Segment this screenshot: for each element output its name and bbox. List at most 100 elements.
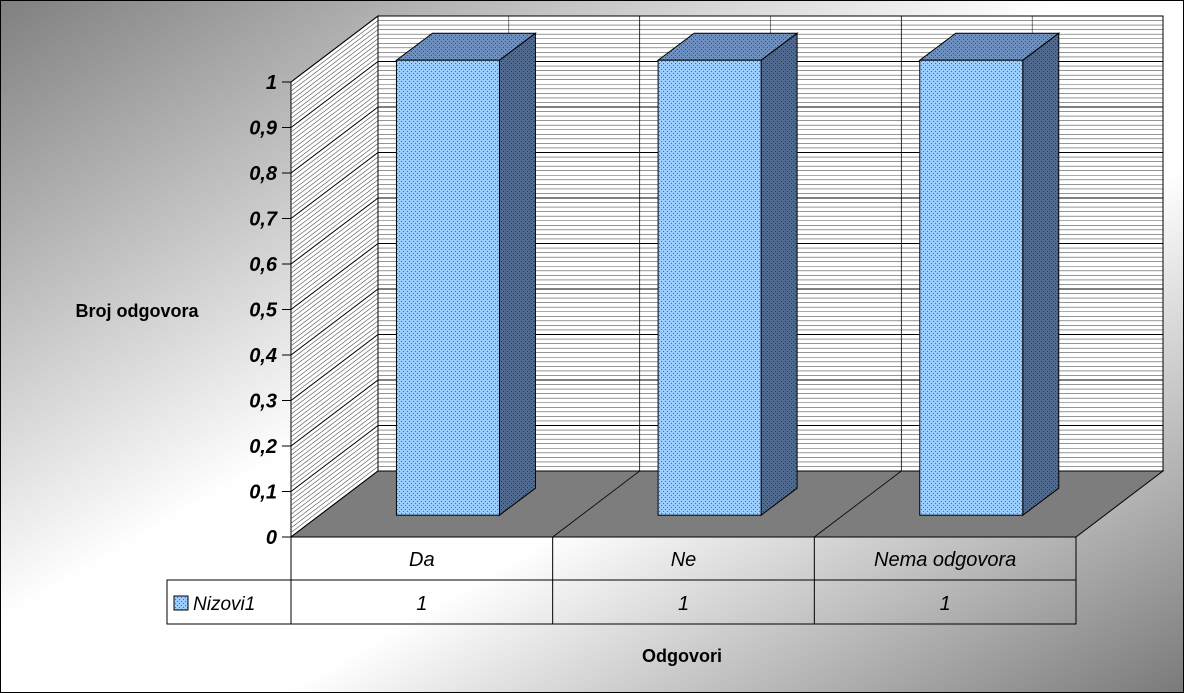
wall-hatch-line [290,247,379,315]
wall-hatch-line [290,375,379,442]
wall-hatch-line [290,320,379,388]
wall-hatch-line [290,370,379,438]
wall-hatch-line [290,461,379,529]
wall-hatch-line [290,420,379,488]
gridline [290,334,379,401]
wall-hatch-line [290,33,379,101]
bars [394,32,1061,517]
gridline [290,288,379,356]
y-tick-label: 0,7 [249,209,278,231]
legend-series-name: Nizovi1 [193,594,255,615]
floor-divider [552,470,640,538]
wall-hatch-line [290,138,379,206]
gridline [290,243,379,310]
wall-hatch-line [290,448,379,515]
data-table: Da 1 Ne 1 Nema odgovora 1 Nizovi1 [166,536,1077,625]
bar-front [657,59,762,516]
wall-hatch-line [290,429,379,497]
y-tick-label: 0,1 [249,482,277,504]
wall-hatch-line [290,97,379,165]
wall-hatch-line [290,29,379,96]
bar-side [1022,32,1060,517]
gridline [290,61,379,128]
wall-hatch-line [290,393,379,460]
wall-hatch-line [290,466,379,533]
wall-hatch-line [290,407,379,474]
wall-hatch-line [290,175,379,242]
wall-hatch-line [290,20,379,87]
bar [656,32,799,517]
wall-hatch-line [290,266,379,333]
wall-hatch-line [290,238,379,306]
wall-hatch-line [290,325,379,392]
wall-hatch-line [290,311,379,378]
wall-hatch-line [290,170,379,237]
wall-hatch-line [290,79,379,146]
wall-hatch-line [290,329,379,397]
wall-hatch-line [290,252,379,319]
gridline [290,379,379,447]
wall-hatch-line [290,165,379,233]
wall-hatch-line [290,134,379,201]
wall-hatch-line [290,366,379,433]
wall-hatch-line [290,270,379,338]
wall-hatch-line [290,457,379,524]
wall-hatch-line [290,43,379,110]
wall-hatch-line [290,261,379,328]
wall-hatch-line [290,302,379,369]
wall-hatch-line [290,38,379,105]
category-label: Ne [671,549,697,571]
wall-hatch-line [290,84,379,151]
wall-hatch-line [290,70,379,137]
wall-hatch-line [290,220,379,287]
wall-hatch-line [290,316,379,383]
wall-hatch-line [290,88,379,156]
y-tick-label: 0,3 [249,391,277,413]
wall-hatch-line [290,225,379,292]
gridline [290,197,379,265]
wall-hatch-line [290,24,379,92]
wall-hatch-line [290,306,379,374]
wall-hatch-line [290,47,379,115]
wall-hatch-line [290,161,379,228]
wall-hatch-line [290,256,379,324]
legend-swatch [173,595,189,611]
wall-hatch-line [290,120,379,187]
wall-hatch-line [290,129,379,196]
wall-hatch-line [290,215,379,283]
wall-hatch-line [290,179,379,247]
wall-hatch-line [290,397,379,465]
wall-hatch-line [290,115,379,183]
wall-hatch-line [290,102,379,169]
gridline [290,15,379,83]
wall-hatch-line [290,384,379,451]
wall-hatch-line [290,111,379,178]
y-tick-label: 0,6 [249,254,278,276]
category-label: Nema odgovora [874,549,1016,571]
wall-hatch-line [290,297,379,365]
gridline [290,425,379,492]
wall-hatch-line [290,284,379,351]
wall-hatch-line [290,347,379,415]
y-tick-label: 0,5 [249,300,278,322]
bar [918,32,1061,517]
y-tick-label: 0,4 [249,345,277,367]
wall-hatch-line [290,147,379,215]
wall-hatch-line [290,188,379,256]
wall-hatch-line [290,74,379,142]
y-tick-label: 0,8 [249,163,278,185]
wall-hatch-line [290,361,379,429]
wall-hatch-line [290,65,379,133]
y-tick-label: 0,9 [249,118,278,140]
data-label: 1 [678,593,689,615]
floor-divider [814,470,902,538]
wall-hatch-line [290,234,379,301]
wall-hatch-line [290,56,379,124]
wall-hatch-line [290,338,379,406]
wall-hatch-line [290,193,379,260]
wall-hatch-line [290,402,379,469]
wall-hatch-line [290,452,379,520]
wall-hatch-line [290,52,379,119]
